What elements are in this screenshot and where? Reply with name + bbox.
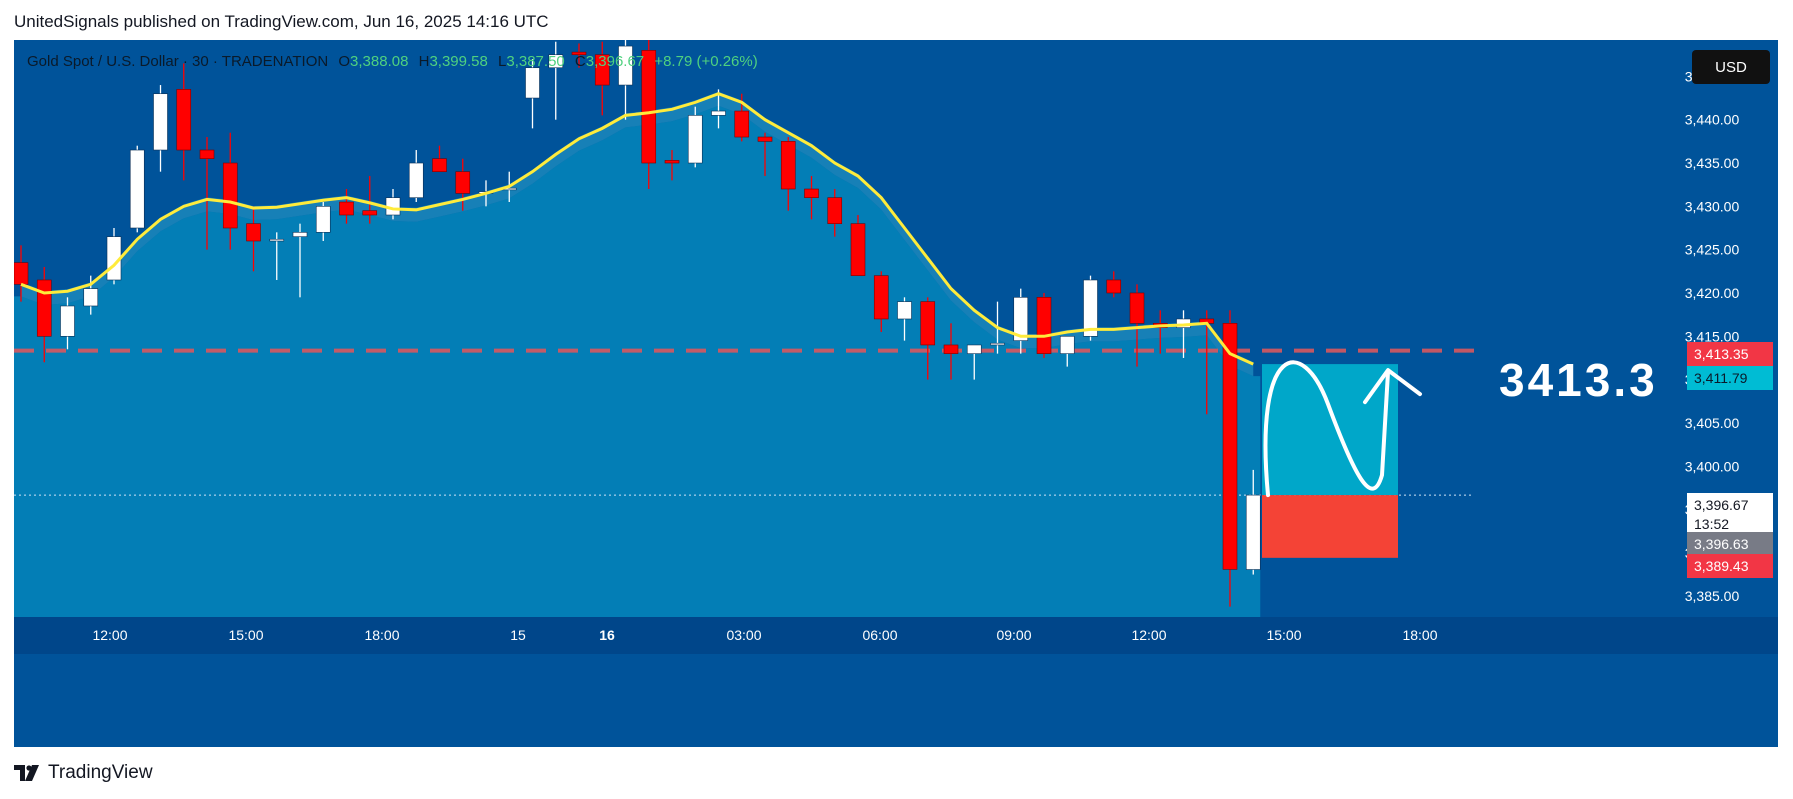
close-label: C xyxy=(574,53,586,70)
y-tick-label: 3,430.00 xyxy=(1685,198,1740,214)
brand-name: TradingView xyxy=(48,762,153,783)
candle-body xyxy=(408,162,424,198)
candle-body xyxy=(455,171,471,194)
moving-average-line xyxy=(20,92,1254,366)
target-price-tag: 3,413.35 xyxy=(1687,342,1773,366)
candle-body xyxy=(1013,297,1029,341)
candle-body xyxy=(199,149,215,159)
candle-body xyxy=(734,110,750,138)
x-axis-strip xyxy=(14,617,1778,654)
x-tick-label: 03:00 xyxy=(726,627,761,643)
x-tick-label: 09:00 xyxy=(996,627,1031,643)
candle-body xyxy=(711,110,726,116)
stop-price-tag: 3,389.43 xyxy=(1687,554,1773,578)
candle-body xyxy=(1036,297,1052,354)
ma-price-tag: 3,411.79 xyxy=(1687,366,1773,390)
currency-button[interactable]: USD xyxy=(1692,50,1770,84)
candle-body xyxy=(594,54,610,86)
y-tick-label: 3,440.00 xyxy=(1685,112,1740,128)
y-tick-label: 3,425.00 xyxy=(1685,242,1740,258)
candle-body xyxy=(292,232,308,237)
x-tick-label: 18:00 xyxy=(1402,627,1437,643)
candle-body xyxy=(873,275,889,320)
candle-body xyxy=(687,115,703,164)
candle-body xyxy=(641,50,657,164)
x-tick-label: 12:00 xyxy=(92,627,127,643)
candle-body xyxy=(269,238,285,242)
x-tick-label: 15:00 xyxy=(228,627,263,643)
x-tick-label: 12:00 xyxy=(1131,627,1166,643)
area-fill xyxy=(14,105,1261,617)
low-label: L xyxy=(498,53,507,70)
publisher-line: UnitedSignals published on TradingView.c… xyxy=(14,12,549,31)
stop-zone-box xyxy=(1262,495,1398,558)
candle-body xyxy=(943,344,959,354)
candle-body xyxy=(222,162,238,229)
candle-body xyxy=(432,158,447,172)
open-value: 3,388.08 xyxy=(350,53,409,70)
x-tick-label: 06:00 xyxy=(862,627,897,643)
y-tick-label: 3,385.00 xyxy=(1685,588,1740,604)
x-tick-label: 15:00 xyxy=(1266,627,1301,643)
candle-body xyxy=(757,136,773,142)
high-value: 3,399.58 xyxy=(429,53,488,70)
x-tick-label: 18:00 xyxy=(364,627,399,643)
candle-body xyxy=(14,262,29,285)
candle-body xyxy=(1083,279,1098,337)
candle-body xyxy=(315,206,331,233)
candle-body xyxy=(1245,494,1261,570)
candle-body xyxy=(525,67,540,99)
candle-body xyxy=(339,201,354,216)
candle-body xyxy=(36,279,52,337)
candle-body xyxy=(850,223,866,276)
x-tick-label: 15 xyxy=(510,627,526,643)
symbol-description: Gold Spot / U.S. Dollar · 30 · TRADENATI… xyxy=(27,53,329,70)
candle-body xyxy=(362,210,378,216)
candle-body xyxy=(664,160,680,164)
open-label: O xyxy=(338,53,351,70)
projection-arrow-icon xyxy=(1363,368,1422,405)
candle-body xyxy=(804,188,819,198)
candle-body xyxy=(780,141,796,190)
y-tick-label: 3,400.00 xyxy=(1685,458,1740,474)
candle-body xyxy=(897,301,912,320)
candle-body xyxy=(176,89,192,151)
candle-body xyxy=(548,54,564,69)
candle-body xyxy=(1059,335,1075,354)
candle-body xyxy=(827,197,843,224)
candle-body xyxy=(1106,279,1122,294)
ohlc-legend: Gold Spot / U.S. Dollar · 30 · TRADENATI… xyxy=(27,53,758,70)
candle-body xyxy=(60,305,75,337)
candle-body xyxy=(571,51,587,56)
projection-path xyxy=(1263,360,1390,498)
target-price-label: 3413.3 xyxy=(1499,354,1658,406)
candle-body xyxy=(966,344,982,354)
candle-body xyxy=(129,149,145,229)
close-value: 3,396.67 xyxy=(585,53,645,70)
candle-body xyxy=(153,93,168,151)
y-tick-label: 3,420.00 xyxy=(1685,285,1740,301)
candle-body xyxy=(83,288,99,307)
candle-body xyxy=(920,301,936,346)
tradingview-logo-icon xyxy=(14,765,39,781)
candle-body xyxy=(1129,292,1145,324)
y-tick-label: 3,435.00 xyxy=(1685,155,1740,171)
candle-body xyxy=(990,342,1005,346)
candle-body xyxy=(618,45,633,86)
high-label: H xyxy=(418,53,430,70)
candle-body xyxy=(1222,323,1238,570)
x-tick-label: 16 xyxy=(599,627,615,643)
change-value: +8.79 (+0.26%) xyxy=(654,53,758,70)
y-tick-label: 3,405.00 xyxy=(1685,415,1740,431)
chart-area[interactable]: 3,385.003,390.003,395.003,400.003,405.00… xyxy=(14,40,1778,747)
y-tick-label: 3,415.00 xyxy=(1685,328,1740,344)
bid-price-tag: 3,396.63 xyxy=(1687,532,1773,556)
candle-body xyxy=(246,223,261,242)
tradingview-logo[interactable]: TradingView xyxy=(14,762,153,784)
low-value: 3,387.50 xyxy=(506,53,565,70)
